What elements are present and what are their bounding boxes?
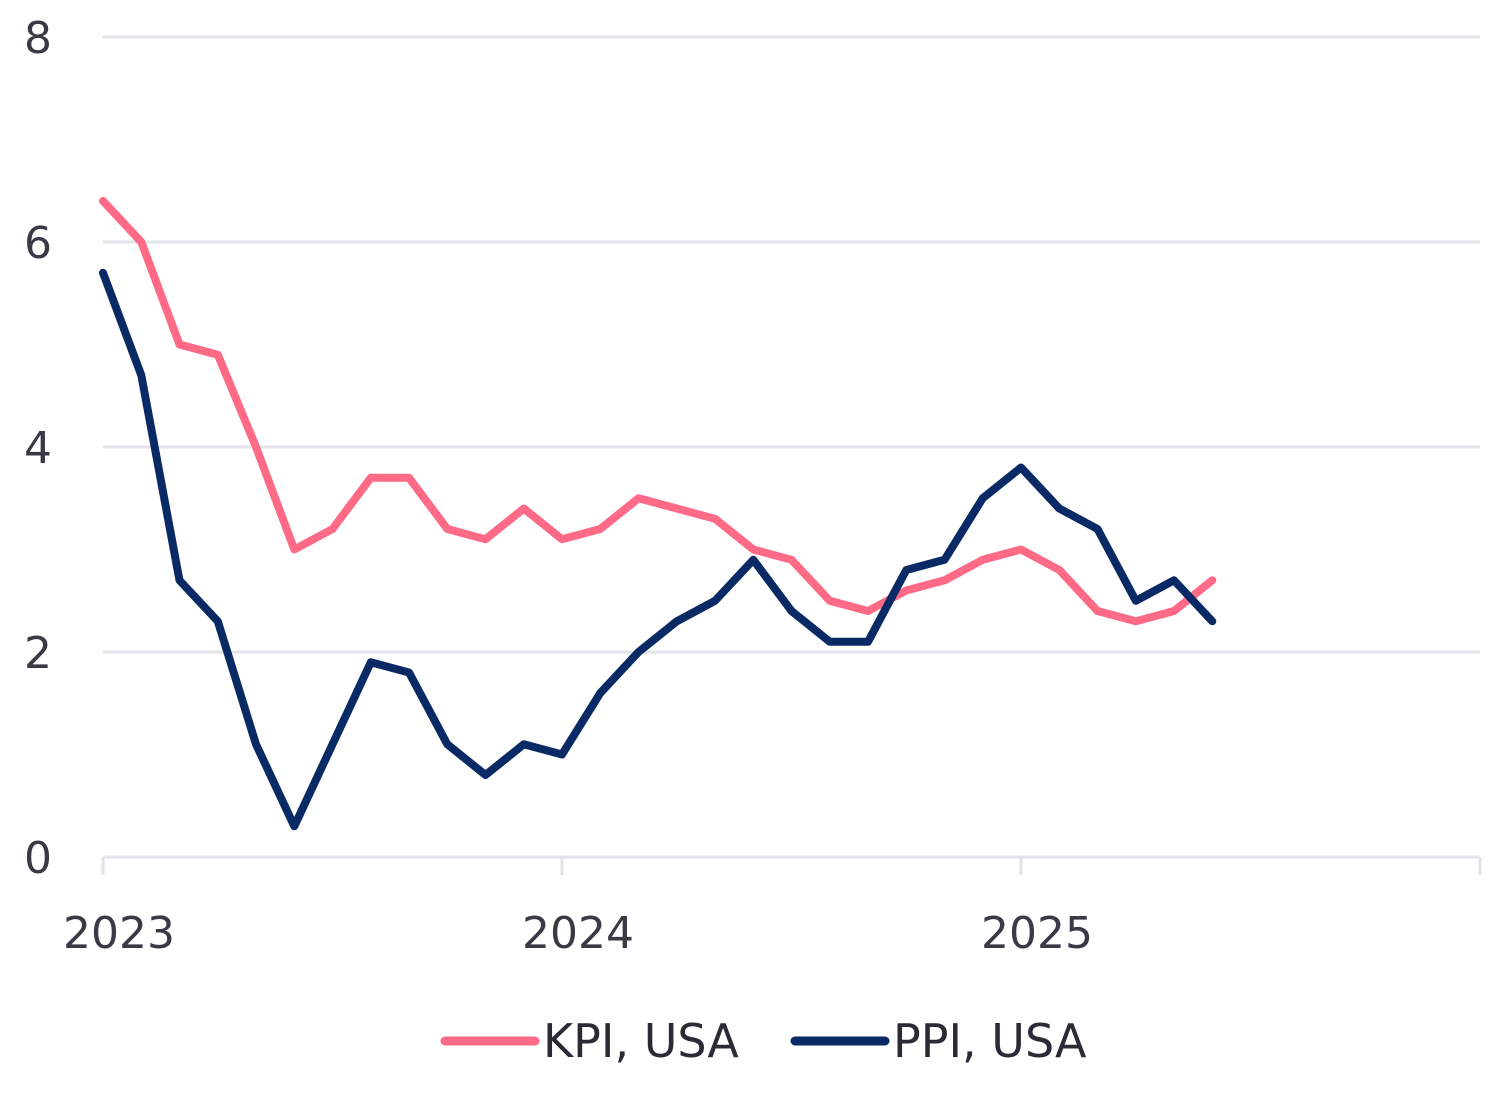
series-line-ppi — [99, 268, 1217, 831]
x-axis-ticks: 2023 2024 2025 — [63, 908, 1093, 959]
y-tick-label: 8 — [24, 13, 52, 64]
series-lines — [99, 197, 1217, 831]
x-tick-label: 2024 — [522, 908, 634, 959]
y-tick-label: 4 — [24, 423, 52, 474]
legend: KPI, USA PPI, USA — [440, 1014, 1087, 1068]
gridlines — [103, 35, 1480, 654]
legend-label: PPI, USA — [893, 1014, 1087, 1068]
x-axis — [101, 855, 1482, 875]
series-line-kpi — [99, 197, 1217, 626]
y-tick-label: 0 — [24, 833, 52, 884]
x-tick-label: 2025 — [981, 908, 1093, 959]
y-tick-label: 6 — [24, 218, 52, 269]
x-tick-label: 2023 — [63, 908, 175, 959]
y-axis-ticks: 0 2 4 6 8 — [24, 13, 52, 884]
legend-label: KPI, USA — [543, 1014, 739, 1068]
y-tick-label: 2 — [24, 628, 52, 679]
